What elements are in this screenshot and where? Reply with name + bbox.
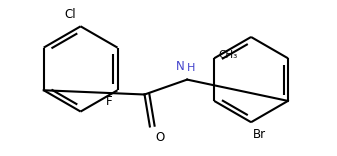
Text: CH₃: CH₃ bbox=[218, 50, 238, 60]
Text: F: F bbox=[105, 95, 112, 107]
Text: N: N bbox=[176, 60, 185, 73]
Text: Cl: Cl bbox=[65, 8, 76, 21]
Text: H: H bbox=[187, 63, 195, 73]
Text: Br: Br bbox=[253, 128, 266, 141]
Text: O: O bbox=[155, 131, 164, 144]
